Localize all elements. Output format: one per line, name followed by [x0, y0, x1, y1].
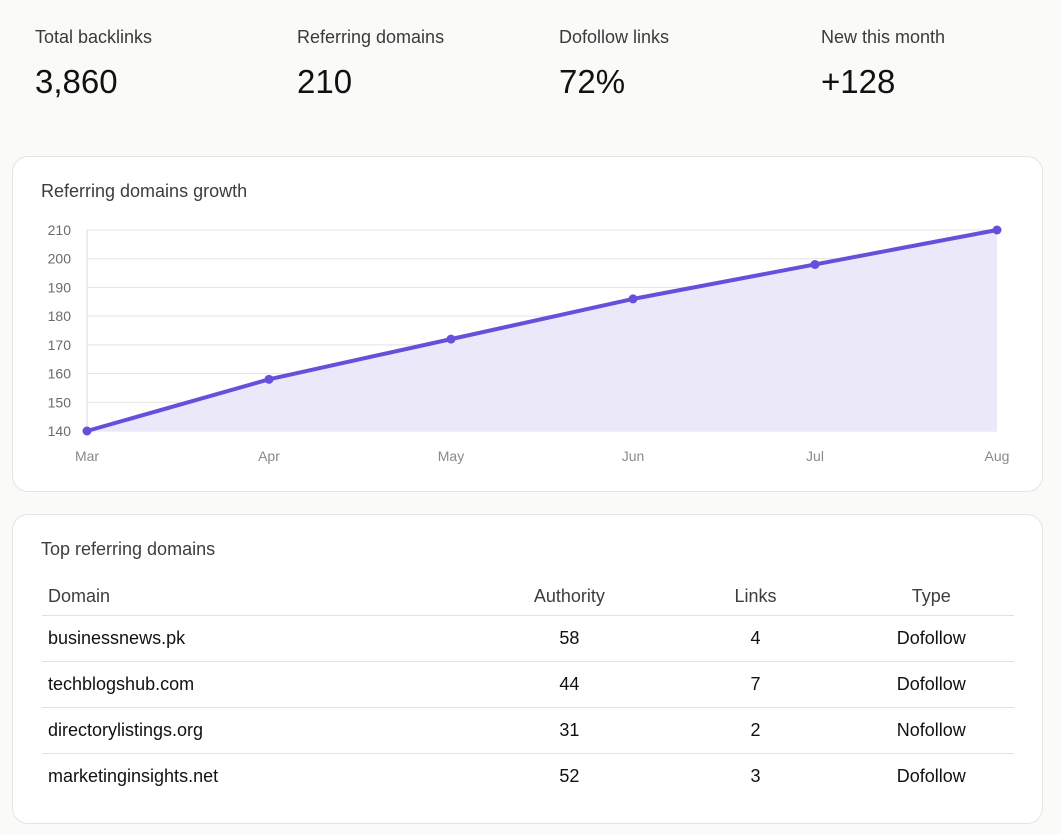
table-title: Top referring domains — [41, 539, 216, 559]
y-tick-label: 210 — [48, 222, 72, 238]
table-header-row: Domain Authority Links Type — [42, 579, 1014, 616]
data-point — [810, 259, 820, 269]
series-line — [85, 228, 999, 433]
table-row: businessnews.pk 58 4 Dofollow — [42, 615, 1014, 662]
x-tick-label: Jul — [806, 448, 824, 464]
top-domains-card: Top referring domains Domain Authority L… — [12, 514, 1043, 824]
stat-value: 210 — [297, 63, 353, 100]
cell-domain: directorylistings.org — [42, 707, 477, 754]
stat-value: 3,860 — [35, 63, 118, 100]
cell-type: Nofollow — [848, 707, 1014, 754]
cell-links: 4 — [662, 615, 849, 662]
stats-row: Total backlinks 3,860 Referring domains … — [35, 26, 1045, 106]
data-point — [628, 294, 638, 304]
data-point — [446, 334, 456, 344]
stat-label: New this month — [821, 27, 946, 47]
y-tick-label: 180 — [48, 308, 72, 324]
cell-domain: techblogshub.com — [42, 661, 477, 708]
stat-total-backlinks: Total backlinks 3,860 — [35, 26, 275, 100]
header-authority: Authority — [476, 579, 663, 616]
y-tick-label: 190 — [48, 279, 72, 295]
cell-links: 3 — [750, 765, 761, 786]
table-row: marketinginsights.net 52 3 Dofollow — [42, 753, 1014, 799]
stat-referring-domains: Referring domains 210 — [297, 26, 537, 100]
y-tick-label: 160 — [48, 366, 72, 382]
cell-type: Dofollow — [848, 615, 1014, 662]
x-tick-label: Aug — [985, 448, 1010, 464]
stat-label: Referring domains — [297, 27, 445, 47]
data-point — [82, 426, 92, 436]
stat-label: Total backlinks — [35, 27, 153, 47]
x-tick-label: Jun — [622, 448, 645, 464]
table-row: directorylistings.org 31 2 Nofollow — [42, 707, 1014, 754]
cell-links: 2 — [662, 707, 849, 754]
stat-value: 72% — [559, 63, 626, 100]
stat-new-this-month: New this month +128 — [821, 26, 1061, 100]
x-tick-label: May — [438, 448, 464, 464]
y-tick-label: 150 — [48, 394, 72, 410]
header-type: Type — [848, 579, 1014, 616]
growth-chart: 140 150 160 170 180 190 200 210 Mar Apr May Jun Jul A… — [48, 222, 1010, 464]
growth-chart-card: Referring domains growth 140 150 160 170 180… — [12, 156, 1043, 492]
cell-type: Dofollow — [848, 661, 1014, 708]
y-tick-label: 140 — [48, 423, 72, 439]
cell-authority: 52 — [559, 765, 580, 786]
cell-authority: 58 — [476, 615, 663, 662]
cell-links: 7 — [662, 661, 849, 708]
data-point — [264, 374, 274, 384]
table-row: techblogshub.com 44 7 Dofollow — [42, 661, 1014, 708]
data-point — [992, 225, 1002, 235]
header-domain: Domain — [42, 579, 477, 616]
x-tick-label: Apr — [258, 448, 280, 464]
y-tick-label: 200 — [48, 251, 72, 267]
cell-type: Dofollow — [896, 765, 966, 786]
stat-dofollow-links: Dofollow links 72% — [559, 26, 799, 100]
y-tick-label: 170 — [48, 337, 72, 353]
cell-domain: marketinginsights.net — [48, 765, 219, 786]
x-tick-label: Mar — [75, 448, 99, 464]
cell-authority: 31 — [476, 707, 663, 754]
stat-label: Dofollow links — [559, 27, 670, 47]
chart-title: Referring domains growth — [41, 181, 248, 201]
cell-domain: businessnews.pk — [42, 615, 477, 662]
domains-table: Domain Authority Links Type businessnews… — [42, 579, 1014, 799]
series-area — [87, 230, 997, 431]
stat-value: +128 — [821, 63, 896, 100]
cell-authority: 44 — [476, 661, 663, 708]
header-links: Links — [662, 579, 849, 616]
